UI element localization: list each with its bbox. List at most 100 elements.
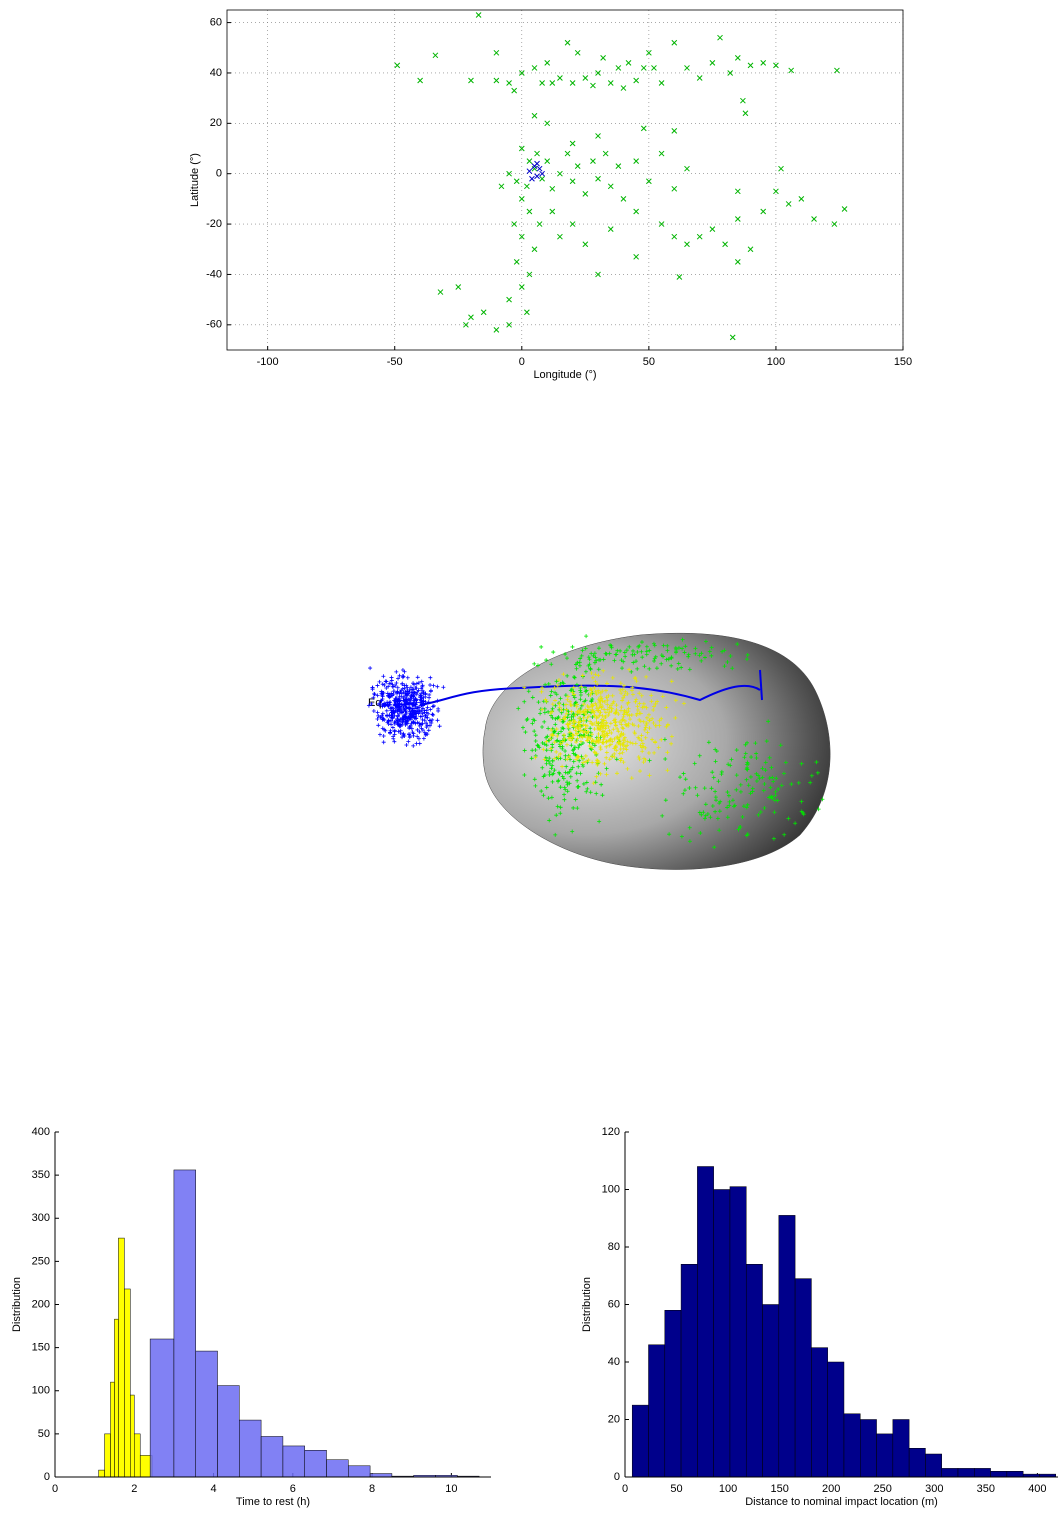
- point: [773, 62, 779, 69]
- bar: [114, 1318, 119, 1478]
- point: [778, 165, 784, 172]
- point: [569, 178, 576, 185]
- y-tick-label: 20: [608, 1413, 620, 1425]
- point: [518, 145, 525, 152]
- trajectory: [419, 669, 763, 706]
- x-tick-label: 0: [622, 1483, 628, 1495]
- point: [709, 60, 716, 66]
- point: [788, 67, 795, 74]
- chart: 0 50 100 150 200 250 300 350 400 0 20 40 60 80 100 120 D…: [581, 1126, 1058, 1508]
- bar: [827, 1361, 845, 1478]
- point: [646, 178, 652, 185]
- point: [569, 80, 576, 86]
- point: [463, 321, 469, 328]
- rendering-cloud: [647, 719, 825, 850]
- point: [468, 314, 474, 321]
- point: [506, 321, 512, 328]
- bar: [680, 1264, 698, 1478]
- y-tick-label: -60: [206, 319, 222, 331]
- y-tick-label: 40: [608, 1356, 620, 1368]
- bar: [860, 1419, 877, 1478]
- bar: [130, 1394, 135, 1478]
- bar: [98, 1469, 105, 1478]
- bar: [729, 1186, 747, 1478]
- point: [493, 49, 500, 56]
- point: [539, 80, 545, 86]
- point: [590, 82, 596, 89]
- point: [564, 150, 571, 157]
- x-tick-label: 350: [977, 1483, 995, 1495]
- point: [620, 196, 627, 202]
- rendering-points: [366, 634, 825, 850]
- point: [526, 158, 533, 164]
- bar: [282, 1445, 305, 1478]
- y-tick-label: 150: [32, 1342, 50, 1354]
- point: [511, 221, 518, 227]
- bar: [941, 1468, 959, 1478]
- point: [633, 77, 640, 84]
- point: [518, 70, 525, 76]
- bar: [794, 1278, 812, 1478]
- point: [633, 158, 640, 164]
- point: [475, 12, 482, 18]
- y-axis-label: Latitude (°): [189, 153, 201, 207]
- bar: [713, 1189, 731, 1478]
- x-tick-label: 0: [519, 356, 525, 368]
- point: [684, 165, 690, 172]
- x-tick-label: 4: [210, 1483, 216, 1495]
- point: [841, 206, 848, 212]
- point: [526, 168, 533, 175]
- point: [742, 110, 749, 117]
- point: [615, 163, 622, 170]
- point: [582, 190, 589, 197]
- x-tick-label: 6: [290, 1483, 296, 1495]
- x-tick-label: 150: [770, 1483, 788, 1495]
- point: [506, 296, 512, 303]
- point: [633, 253, 640, 260]
- bar: [957, 1468, 975, 1478]
- point: [747, 62, 754, 69]
- point: [539, 170, 545, 177]
- bar: [811, 1347, 828, 1478]
- bar: [1006, 1471, 1024, 1478]
- point: [600, 54, 606, 61]
- point: [640, 125, 647, 132]
- point: [574, 49, 581, 56]
- point: [590, 158, 596, 164]
- x-tick-label: 50: [643, 356, 655, 368]
- bar: [876, 1433, 894, 1478]
- x-tick-label: 200: [822, 1483, 840, 1495]
- bar: [134, 1433, 141, 1478]
- point: [564, 39, 571, 46]
- bar: [843, 1413, 861, 1478]
- point: [526, 271, 533, 278]
- point: [513, 258, 520, 265]
- point: [417, 77, 423, 84]
- x-tick-label: 50: [670, 1483, 682, 1495]
- point: [734, 258, 741, 265]
- x-tick-label: 10: [445, 1483, 457, 1495]
- point: [534, 173, 540, 180]
- point: [734, 216, 741, 222]
- bar: [173, 1169, 196, 1478]
- point: [549, 80, 556, 86]
- point: [620, 85, 627, 91]
- point: [531, 65, 538, 71]
- y-tick-label: 50: [38, 1428, 50, 1440]
- point: [747, 246, 754, 253]
- point: [595, 271, 601, 278]
- point: [569, 140, 576, 147]
- bar: [326, 1459, 349, 1478]
- x-tick-label: 8: [369, 1483, 375, 1495]
- asteroid-rendering: Eq: [366, 632, 831, 870]
- point: [595, 70, 601, 76]
- point: [671, 233, 678, 240]
- point: [671, 39, 678, 46]
- x-tick-label: 250: [874, 1483, 892, 1495]
- point: [798, 196, 805, 202]
- bar: [260, 1436, 284, 1478]
- point: [524, 309, 530, 316]
- x-tick-label: 100: [719, 1483, 737, 1495]
- point: [468, 77, 474, 84]
- point: [518, 233, 525, 240]
